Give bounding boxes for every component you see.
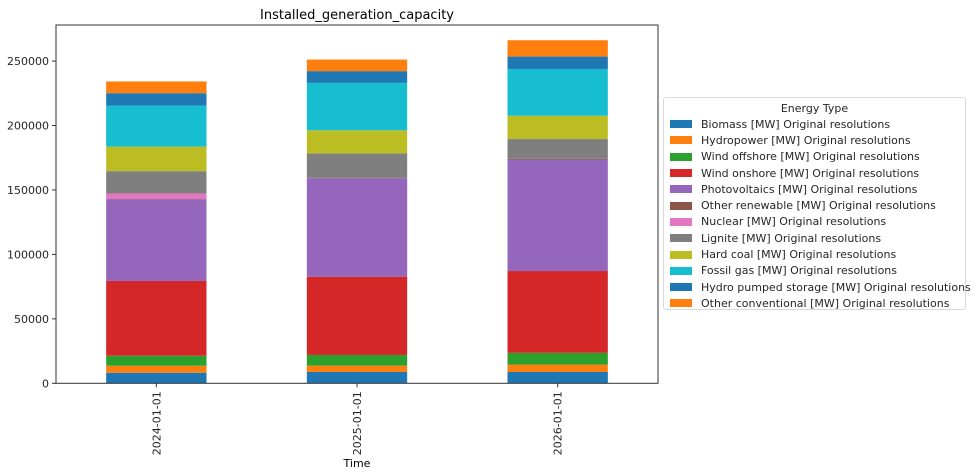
legend-label: Fossil gas [MW] Original resolutions (701, 264, 898, 278)
bars-group (106, 40, 608, 384)
legend-swatch (670, 136, 692, 145)
bar-segment-2026-01-01-series-2 (507, 352, 608, 365)
legend-label: Hydro pumped storage [MW] Original resol… (701, 280, 971, 294)
bar-segment-2024-01-01-series-3 (106, 280, 207, 356)
bar-segment-2025-01-01-series-10 (306, 71, 408, 83)
legend-swatch (670, 169, 692, 178)
legend-swatch (670, 152, 692, 161)
bar-segment-2024-01-01-series-11 (106, 81, 207, 94)
bar-segment-2025-01-01-series-1 (306, 365, 408, 372)
bar-segment-2026-01-01-series-4 (507, 159, 608, 272)
legend-label: Photovoltaics [MW] Original resolutions (701, 182, 918, 196)
legend-label: Other conventional [MW] Original resolut… (701, 296, 950, 310)
bar-segment-2025-01-01-series-9 (306, 82, 408, 131)
legend-item: Nuclear [MW] Original resolutions (664, 214, 965, 230)
y-tick-label: 50000 (14, 313, 49, 326)
legend-item: Hard coal [MW] Original resolutions (664, 246, 965, 262)
bar-segment-2025-01-01-series-0 (306, 371, 408, 384)
bar-segment-2026-01-01-series-7 (507, 139, 608, 159)
bar-segment-2026-01-01-series-3 (507, 271, 608, 353)
legend-label: Lignite [MW] Original resolutions (701, 231, 882, 245)
legend-swatch (670, 234, 692, 243)
chart-title: Installed_generation_capacity (260, 8, 454, 23)
legend-item: Other renewable [MW] Original resolution… (664, 197, 965, 213)
bar-segment-2026-01-01-series-8 (507, 115, 608, 140)
x-tick-label: 2026-01-01 (552, 391, 565, 455)
bar-segment-2025-01-01-series-7 (306, 153, 408, 178)
legend-label: Hydropower [MW] Original resolutions (701, 133, 911, 147)
bar-segment-2026-01-01-series-9 (507, 68, 608, 116)
bar-segment-2026-01-01-series-10 (507, 56, 608, 69)
legend-swatch (670, 299, 692, 308)
x-tick-label: 2025-01-01 (351, 391, 364, 455)
legend-swatch (670, 185, 692, 194)
bar-segment-2024-01-01-series-0 (106, 372, 207, 384)
stacked-bar-chart: Installed_generation_capacity 0 50000 1000… (7, 8, 659, 470)
bar-segment-2026-01-01-series-11 (507, 40, 608, 57)
bar-segment-2025-01-01-series-11 (306, 59, 408, 72)
legend-label: Other renewable [MW] Original resolution… (701, 199, 936, 213)
bar-segment-2024-01-01-series-8 (106, 146, 207, 172)
bar-segment-2024-01-01-series-7 (106, 171, 207, 194)
legend-swatch (670, 217, 692, 226)
bar-segment-2026-01-01-series-5 (507, 158, 608, 160)
legend-swatch (670, 266, 692, 275)
legend-label: Wind onshore [MW] Original resolutions (701, 166, 920, 180)
bar-segment-2024-01-01-series-10 (106, 93, 207, 106)
legend-item: Other conventional [MW] Original resolut… (664, 295, 965, 311)
legend: Energy Type Biomass [MW] Original resolu… (663, 97, 971, 312)
plot-frame (55, 24, 659, 384)
legend-item: Wind offshore [MW] Original resolutions (664, 149, 965, 165)
bar-segment-2024-01-01-series-1 (106, 365, 207, 373)
legend-label: Hard coal [MW] Original resolutions (701, 248, 897, 262)
legend-label: Biomass [MW] Original resolutions (701, 117, 891, 131)
legend-item: Lignite [MW] Original resolutions (664, 230, 965, 246)
x-axis-label: Time (343, 457, 371, 470)
bar-segment-2025-01-01-series-2 (306, 354, 408, 366)
legend-item: Biomass [MW] Original resolutions (664, 116, 965, 132)
y-tick-label: 200000 (7, 120, 49, 133)
y-tick-label: 150000 (7, 184, 49, 197)
bar-segment-2025-01-01-series-8 (306, 130, 408, 154)
legend-item: Fossil gas [MW] Original resolutions (664, 263, 965, 279)
legend-item: Hydro pumped storage [MW] Original resol… (664, 279, 971, 295)
legend-label: Nuclear [MW] Original resolutions (701, 215, 887, 229)
x-tick-label: 2024-01-01 (150, 391, 163, 455)
legend-item: Wind onshore [MW] Original resolutions (664, 165, 965, 181)
bar-segment-2025-01-01-series-3 (306, 276, 408, 355)
legend-item: Photovoltaics [MW] Original resolutions (664, 181, 965, 197)
bar-segment-2024-01-01-series-6 (106, 193, 207, 200)
y-tick-label: 0 (42, 377, 49, 390)
legend-swatch (670, 250, 692, 259)
y-axis: 0 50000 100000 150000 200000 250000 (7, 55, 56, 390)
legend-item: Hydropower [MW] Original resolutions (664, 132, 965, 148)
x-axis: 2024-01-01 2025-01-01 2026-01-01 (150, 383, 565, 455)
legend-title: Energy Type (780, 102, 849, 115)
bar-segment-2024-01-01-series-4 (106, 199, 207, 281)
bar-segment-2026-01-01-series-1 (507, 364, 608, 372)
legend-swatch (670, 283, 692, 292)
y-tick-label: 250000 (7, 55, 49, 68)
legend-label: Wind offshore [MW] Original resolutions (701, 150, 920, 164)
bar-segment-2025-01-01-series-4 (306, 178, 408, 277)
bar-segment-2024-01-01-series-2 (106, 355, 207, 366)
bar-segment-2024-01-01-series-9 (106, 105, 207, 147)
legend-items: Biomass [MW] Original resolutions Hydropo… (664, 116, 971, 312)
bar-segment-2026-01-01-series-0 (507, 371, 608, 384)
y-tick-label: 100000 (7, 248, 49, 261)
legend-swatch (670, 120, 692, 129)
legend-swatch (670, 201, 692, 210)
